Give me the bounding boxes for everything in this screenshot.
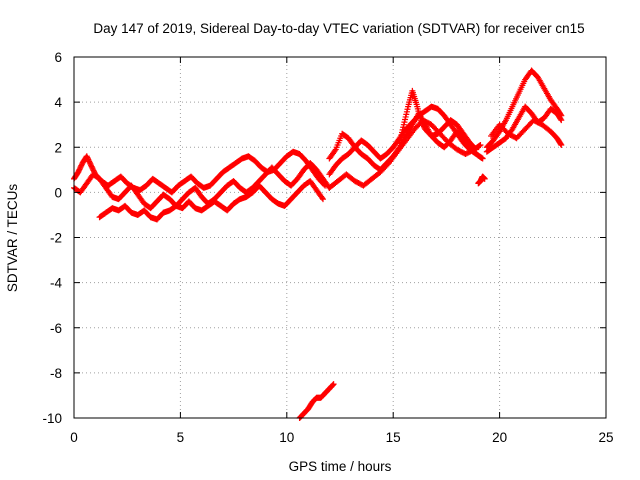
y-axis-label: SDTVAR / TECUs [5,184,20,293]
series-track-j [483,103,565,155]
data-point [472,145,479,152]
x-tick-label: 0 [70,430,78,445]
series-track-k [488,117,565,148]
data-marks [71,67,565,421]
x-tick-label: 20 [492,430,507,445]
series-track-h [475,173,488,187]
data-point [478,154,485,161]
series-track-l [296,381,337,421]
y-tick-label: -10 [42,411,62,426]
y-tick-label: -2 [50,231,62,246]
y-tick-label: 6 [54,50,62,65]
y-tick-label: -4 [50,276,62,291]
data-point [481,175,488,182]
series-track-c [96,178,326,223]
data-point [558,141,565,148]
data-point [479,155,486,162]
x-tick-label: 10 [279,430,294,445]
data-point [557,116,564,123]
series-track-f [326,117,484,191]
chart-title: Day 147 of 2019, Sidereal Day-to-day VTE… [93,21,584,36]
y-tick-label: -6 [50,321,62,336]
series-track-g [396,87,480,153]
data-point [319,196,326,203]
data-point [557,141,564,148]
x-tick-label: 5 [177,430,185,445]
y-tick-label: 2 [54,140,62,155]
data-point [331,147,338,154]
x-tick-label: 25 [598,430,613,445]
data-point [329,382,336,389]
data-point [477,141,484,148]
y-tick-label: 4 [54,95,62,110]
data-point [319,194,326,201]
data-point [330,381,337,388]
data-point [558,117,565,124]
axis-ticks: 0 5 10 15 20 25 -10 -8 -6 -4 -2 0 2 4 6 [42,50,613,445]
y-tick-label: 0 [54,185,62,200]
data-point [473,146,480,153]
x-tick-label: 15 [386,430,401,445]
grid [74,57,606,418]
x-axis-label: GPS time / hours [289,459,392,474]
data-point [330,381,337,388]
data-point [476,142,483,149]
series-track-a [71,148,329,196]
series-track-b [71,160,333,212]
y-tick-label: -8 [50,366,62,381]
